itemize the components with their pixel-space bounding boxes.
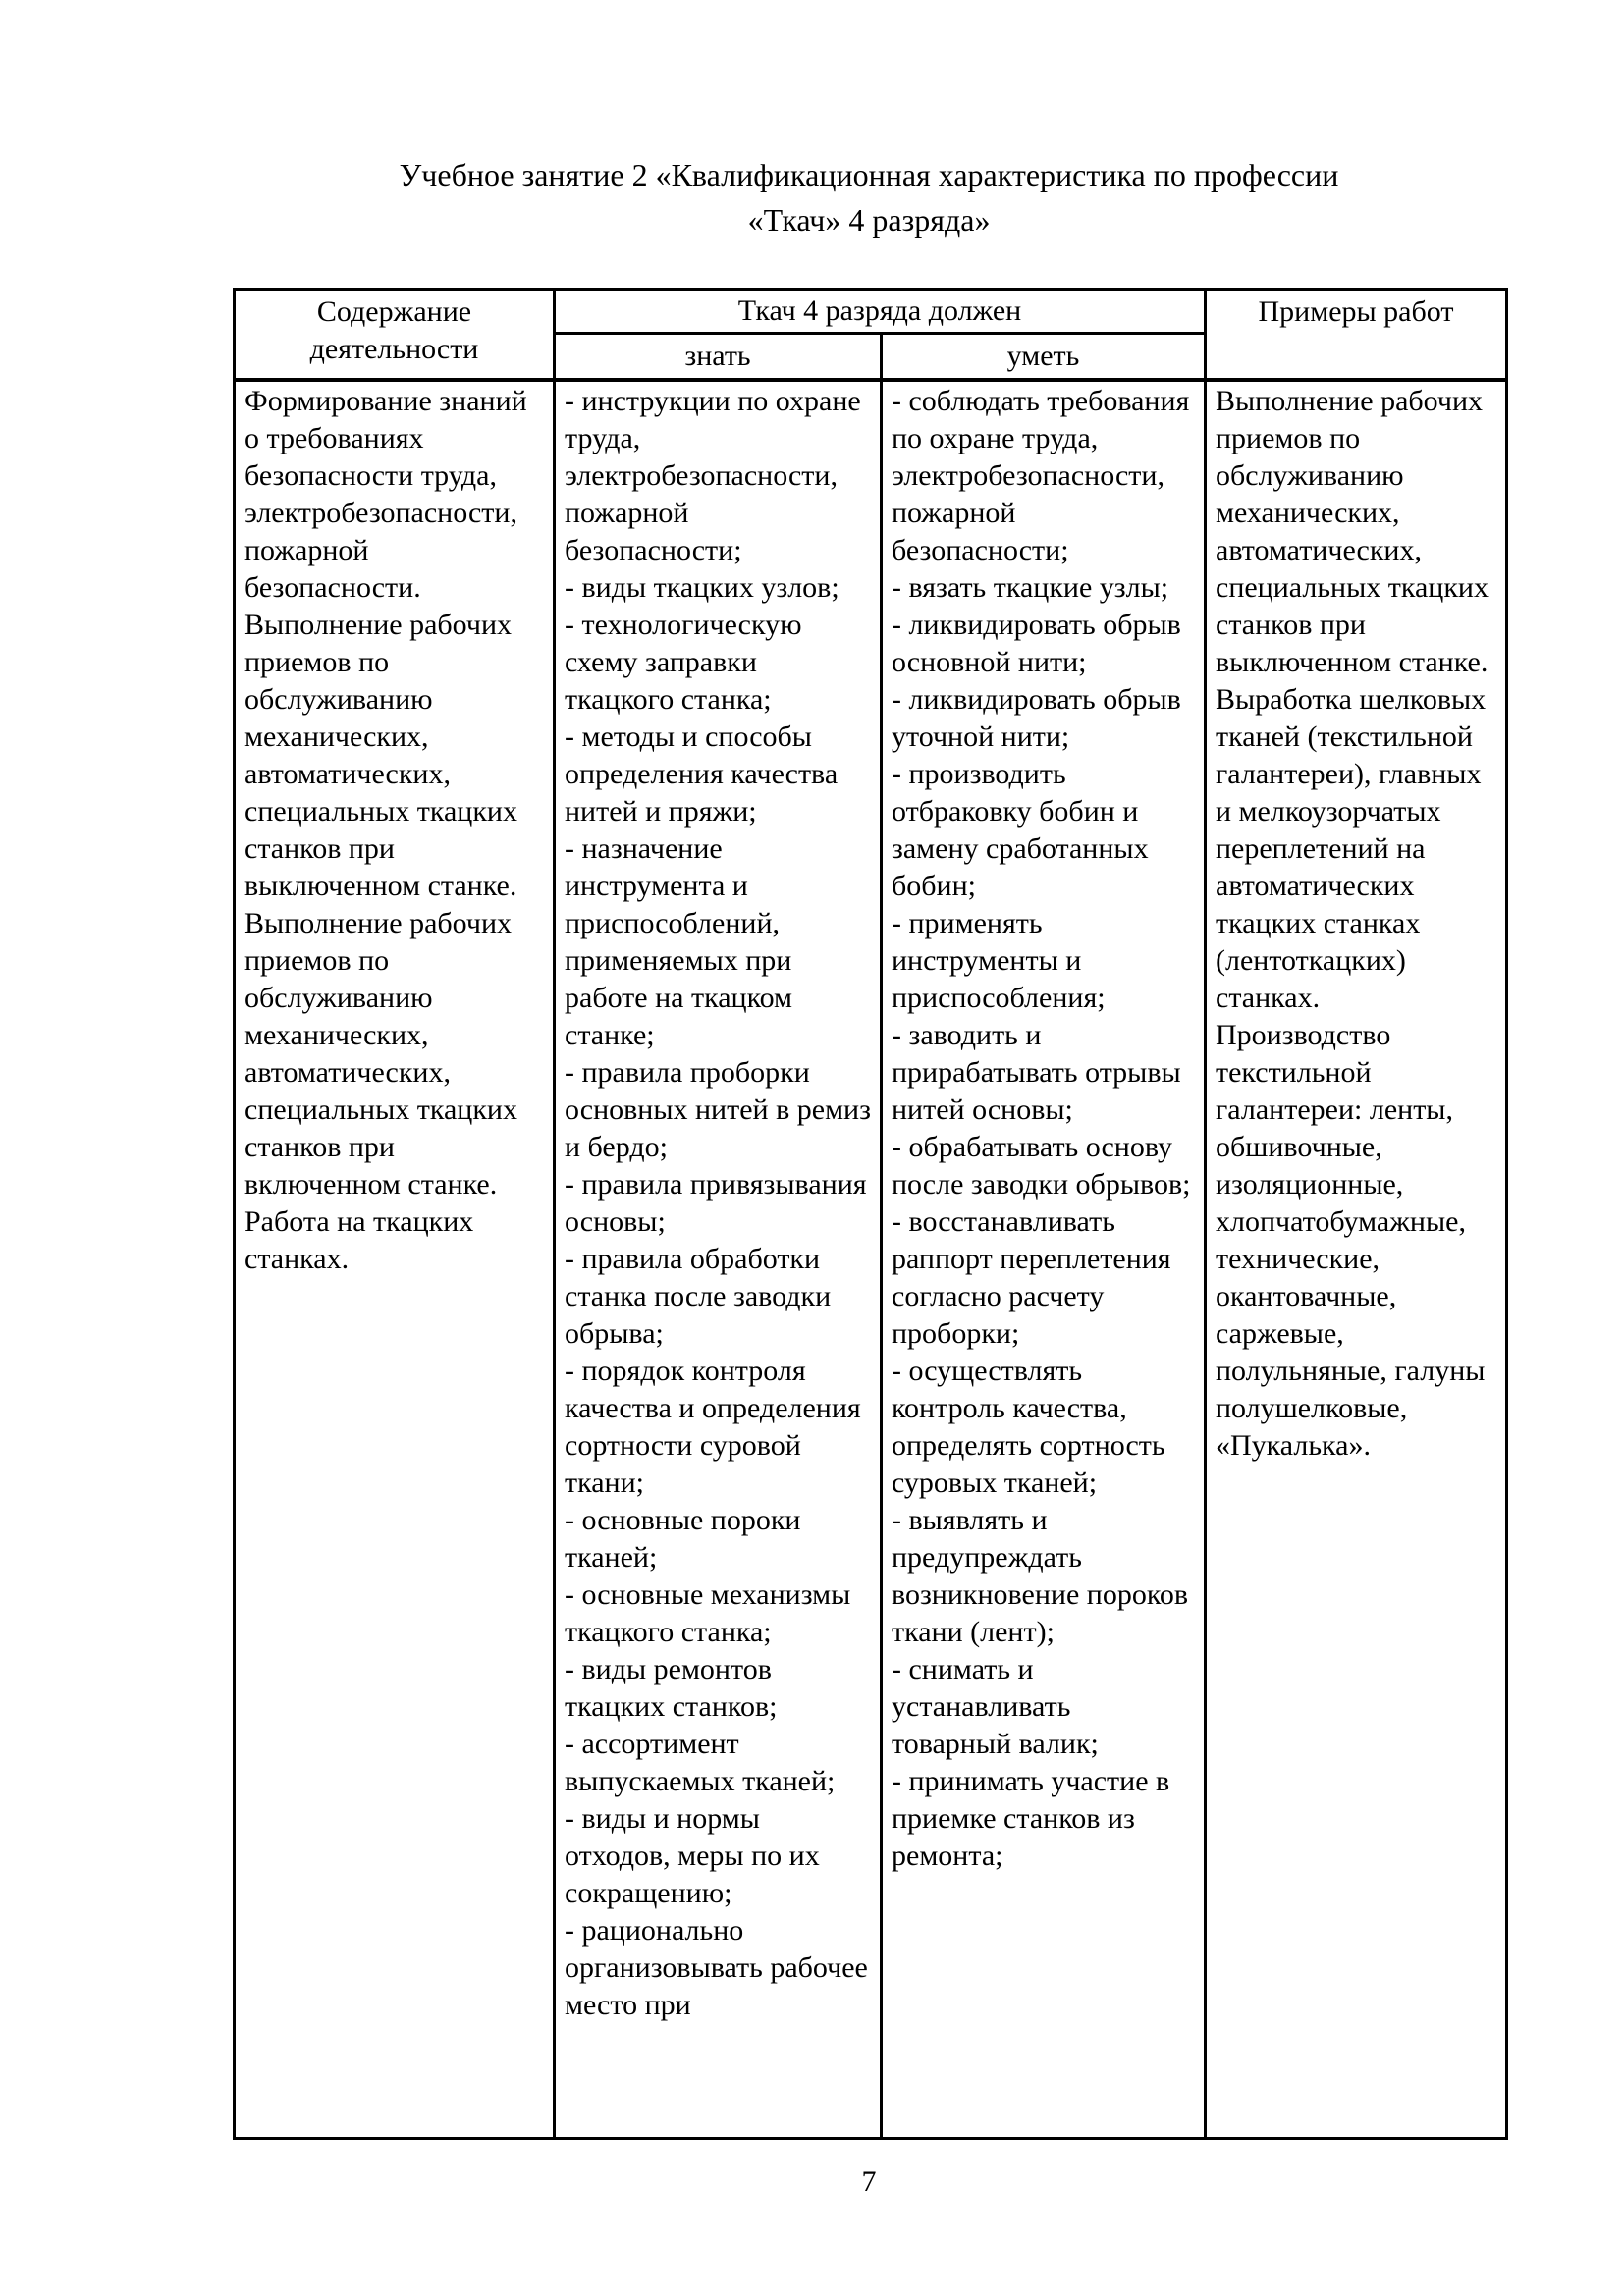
header-able: уметь [880,332,1207,382]
cell-know-list: - инструкции по охране труда, электробез… [553,378,883,2140]
paragraph: - принимать участие в приемке станков из… [892,1765,1170,1872]
paragraph: Работа на ткацких станках. [244,1205,474,1275]
paragraph: - рационально организовывать рабочее мес… [565,1914,868,2021]
paragraph: - методы и способы определения качества … [565,721,839,828]
paragraph: - вязать ткацкие узлы; [892,571,1169,604]
paragraph: - порядок контроля качества и определени… [565,1355,861,1499]
paragraph: - соблюдать требования по охране труда, … [892,385,1190,566]
paragraph: Формирование знаний о требованиях безопа… [244,385,527,604]
paragraph: - виды ремонтов ткацких станков; [565,1653,778,1723]
paragraph: - технологическую схему заправки ткацког… [565,609,802,716]
paragraph: Производство текстильной галантереи: лен… [1216,1019,1486,1462]
paragraph: Выполнение рабочих приемов по обслуживан… [244,609,517,902]
paragraph: - назначение инструмента и приспособлени… [565,832,793,1051]
paragraph: - инструкции по охране труда, электробез… [565,385,861,566]
paragraph: - правила обработки станка после заводки… [565,1243,832,1350]
paragraph: Выполнение рабочих приемов по обслуживан… [1216,385,1489,678]
paragraph: - осуществлять контроль качества, опреде… [892,1355,1165,1499]
cell-activity-content: Формирование знаний о требованиях безопа… [233,378,556,2140]
paragraph: Выполнение рабочих приемов по обслуживан… [244,907,517,1201]
cell-work-examples: Выполнение рабочих приемов по обслуживан… [1204,378,1508,2140]
header-work-examples: Примеры работ [1204,288,1508,382]
header-activity-content: Содержание деятельности [233,288,556,382]
paragraph: - виды и нормы отходов, меры по их сокра… [565,1802,820,1909]
paragraph: - производить отбраковку бобин и замену … [892,758,1149,902]
header-weaver-must: Ткач 4 разряда должен [553,288,1207,335]
paragraph: - заводить и прирабатывать отрывы нитей … [892,1019,1181,1126]
page-title-line-2: «Ткач» 4 разряда» [747,202,991,238]
paragraph: - основные пороки тканей; [565,1504,801,1574]
page-title: Учебное занятие 2 «Квалификационная хара… [233,152,1505,242]
paragraph: - виды ткацких узлов; [565,571,839,604]
page-number: 7 [861,2165,877,2198]
page-title-line-1: Учебное занятие 2 «Квалификационная хара… [399,157,1339,192]
paragraph: - ассортимент выпускаемых тканей; [565,1728,836,1797]
paragraph: - основные механизмы ткацкого станка; [565,1578,851,1648]
paragraph: - обрабатывать основу после заводки обры… [892,1131,1191,1201]
paragraph: - правила привязывания основы; [565,1168,867,1238]
paragraph: - ликвидировать обрыв основной нити; [892,609,1181,678]
qualification-table: Содержание деятельности Ткач 4 разряда д… [233,288,1508,2140]
header-know: знать [553,332,883,382]
paragraph: Выработка шелковых тканей (текстильной г… [1216,683,1487,1014]
paragraph: - правила проборки основных нитей в реми… [565,1056,871,1163]
paragraph: - снимать и устанавливать товарный валик… [892,1653,1099,1760]
cell-able-list: - соблюдать требования по охране труда, … [880,378,1207,2140]
paragraph: - ликвидировать обрыв уточной нити; [892,683,1181,753]
paragraph: - выявлять и предупреждать возникновение… [892,1504,1189,1648]
paragraph: - применять инструменты и приспособления… [892,907,1106,1014]
paragraph: - восстанавливать раппорт переплетения с… [892,1205,1171,1350]
